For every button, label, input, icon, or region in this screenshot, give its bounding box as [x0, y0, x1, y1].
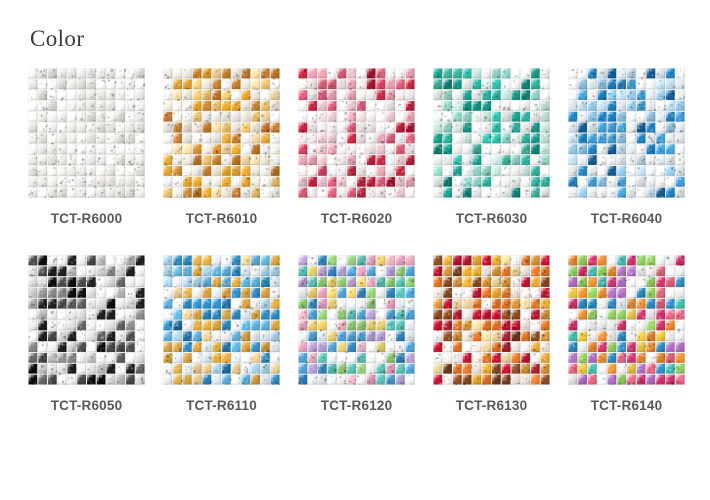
swatch-label: TCT-R6110: [186, 398, 257, 413]
mosaic-preview[interactable]: [298, 255, 415, 385]
swatch-item-tct-r6030[interactable]: TCT-R6030: [433, 68, 550, 226]
mosaic-preview[interactable]: [433, 255, 550, 385]
swatch-label: TCT-R6050: [50, 398, 123, 413]
swatch-item-tct-r6040[interactable]: TCT-R6040: [568, 68, 685, 226]
color-swatch-gallery: TCT-R6000 TCT-R6010 TCT-R6020 TCT-R6030 …: [28, 68, 688, 413]
swatch-item-tct-r6140[interactable]: TCT-R6140: [568, 255, 685, 413]
swatch-item-tct-r6120[interactable]: TCT-R6120: [298, 255, 415, 413]
swatch-label: TCT-R6020: [320, 211, 393, 226]
mosaic-preview[interactable]: [163, 255, 280, 385]
swatch-item-tct-r6050[interactable]: TCT-R6050: [28, 255, 145, 413]
mosaic-preview[interactable]: [568, 255, 685, 385]
mosaic-preview[interactable]: [163, 68, 280, 198]
swatch-label: TCT-R6000: [50, 211, 123, 226]
mosaic-preview[interactable]: [298, 68, 415, 198]
page-title: Color: [30, 26, 85, 51]
swatch-row-1: TCT-R6000 TCT-R6010 TCT-R6020 TCT-R6030 …: [28, 68, 688, 226]
swatch-label: TCT-R6010: [185, 211, 258, 226]
swatch-label: TCT-R6120: [320, 398, 393, 413]
swatch-label: TCT-R6140: [590, 398, 663, 413]
swatch-item-tct-r6130[interactable]: TCT-R6130: [433, 255, 550, 413]
mosaic-preview[interactable]: [28, 255, 145, 385]
swatch-item-tct-r6010[interactable]: TCT-R6010: [163, 68, 280, 226]
mosaic-preview[interactable]: [568, 68, 685, 198]
swatch-label: TCT-R6130: [455, 398, 528, 413]
mosaic-preview[interactable]: [28, 68, 145, 198]
mosaic-preview[interactable]: [433, 68, 550, 198]
swatch-item-tct-r6020[interactable]: TCT-R6020: [298, 68, 415, 226]
swatch-label: TCT-R6030: [455, 211, 528, 226]
swatch-label: TCT-R6040: [590, 211, 663, 226]
swatch-item-tct-r6110[interactable]: TCT-R6110: [163, 255, 280, 413]
swatch-item-tct-r6000[interactable]: TCT-R6000: [28, 68, 145, 226]
swatch-row-2: TCT-R6050 TCT-R6110 TCT-R6120 TCT-R6130 …: [28, 255, 688, 413]
